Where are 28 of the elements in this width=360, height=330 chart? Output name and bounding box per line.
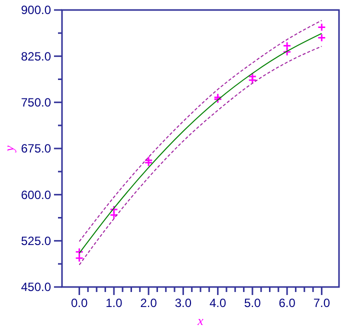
y-tick-label: 675.0 xyxy=(20,142,52,156)
x-tick-label: 3.0 xyxy=(174,296,192,310)
y-tick-label: 525.0 xyxy=(20,234,52,248)
y-tick-label: 900.0 xyxy=(20,3,52,18)
point xyxy=(75,248,84,256)
x-axis-title: x xyxy=(196,313,204,328)
point xyxy=(214,95,222,104)
point xyxy=(144,158,153,167)
y-tick-label: 450.0 xyxy=(20,280,52,294)
point xyxy=(214,93,222,102)
x-tick-label: 5.0 xyxy=(244,296,262,310)
point xyxy=(317,22,326,32)
x-tick-label: 0.0 xyxy=(70,296,88,310)
point xyxy=(282,41,292,50)
y-tick-label: 750.0 xyxy=(20,96,52,110)
x-tick-label: 1.0 xyxy=(106,296,123,310)
point xyxy=(282,48,292,56)
x-tick-label: 2.0 xyxy=(140,296,158,310)
point xyxy=(317,33,326,42)
y-axis-title: y xyxy=(2,145,17,154)
x-tick-label: 6.0 xyxy=(278,296,296,310)
x-tick-label: 4.0 xyxy=(209,296,226,310)
y-tick-label: 600.0 xyxy=(20,188,52,202)
point xyxy=(75,254,84,262)
point xyxy=(110,210,118,220)
x-tick-label: 7.0 xyxy=(313,296,330,310)
point xyxy=(110,205,118,214)
y-tick-label: 825.0 xyxy=(20,49,52,64)
